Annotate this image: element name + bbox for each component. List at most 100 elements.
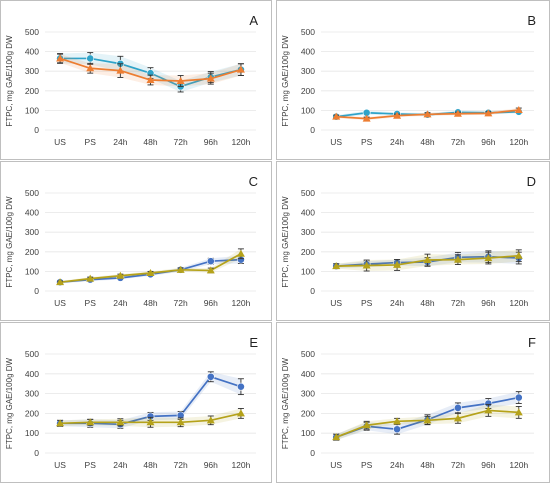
x-tick-label: PS xyxy=(361,460,373,470)
chart-panel-a: 0 100 200 300 400 500 US PS 24h 48h 72h 96h 120h FTPC… xyxy=(0,0,272,160)
y-tick-label: 0 xyxy=(34,125,39,135)
y-tick-label: 400 xyxy=(301,369,315,379)
series-2 xyxy=(56,408,245,428)
data-point xyxy=(86,64,95,72)
x-tick-label: 72h xyxy=(174,298,188,308)
y-tick-label: 0 xyxy=(310,448,315,458)
x-tick-label: 48h xyxy=(420,460,434,470)
y-axis-label: FTPC, mg GAE/100g DW xyxy=(5,196,14,288)
x-tick-label: 24h xyxy=(113,460,127,470)
x-tick-label: US xyxy=(54,298,66,308)
panel-frame xyxy=(0,0,272,160)
y-tick-label: 500 xyxy=(301,188,315,198)
data-point xyxy=(236,65,245,73)
y-tick-label: 100 xyxy=(25,266,39,276)
x-tick-label: 48h xyxy=(143,298,157,308)
data-point xyxy=(362,114,371,122)
y-tick-label: 200 xyxy=(301,408,315,418)
chart-panel-b: 0 100 200 300 400 500 US PS 24h 48h 72h 96h 120h FTPC… xyxy=(276,0,550,160)
chart-panel-c: 0 100 200 300 400 500 US PS 24h 48h 72h 96h 120h FTPC… xyxy=(0,161,272,321)
data-point xyxy=(86,274,95,282)
x-tick-label: PS xyxy=(85,460,97,470)
data-point xyxy=(206,372,215,381)
x-tick-label: 96h xyxy=(481,298,495,308)
y-tick-label: 200 xyxy=(25,247,39,257)
data-point xyxy=(206,257,215,266)
data-point xyxy=(453,109,462,117)
data-point xyxy=(514,106,523,114)
data-point xyxy=(56,54,65,62)
data-point xyxy=(86,54,95,63)
y-tick-label: 400 xyxy=(301,208,315,218)
panel-frame xyxy=(276,0,550,160)
data-point xyxy=(393,111,402,119)
x-tick-label: 72h xyxy=(451,298,465,308)
x-tick-label: 96h xyxy=(204,137,218,147)
data-point xyxy=(332,262,341,270)
data-point xyxy=(484,406,493,414)
series-2 xyxy=(332,106,523,122)
y-axis-label: FTPC, mg GAE/100g DW xyxy=(5,35,14,127)
data-point xyxy=(56,278,65,286)
x-tick-label: PS xyxy=(361,137,373,147)
panel-frame xyxy=(276,322,550,483)
y-tick-label: 400 xyxy=(25,208,39,218)
y-tick-label: 500 xyxy=(25,349,39,359)
data-point xyxy=(423,110,432,118)
y-tick-label: 400 xyxy=(25,47,39,57)
data-point xyxy=(116,66,125,74)
y-axis-label: FTPC, mg GAE/100g DW xyxy=(281,357,290,449)
data-point xyxy=(236,249,245,257)
data-point xyxy=(484,254,493,262)
y-tick-label: 300 xyxy=(25,389,39,399)
y-tick-label: 500 xyxy=(301,349,315,359)
x-tick-label: US xyxy=(54,137,66,147)
series-2 xyxy=(56,248,245,286)
data-point xyxy=(423,256,432,264)
data-point xyxy=(393,417,402,425)
data-point xyxy=(332,433,341,441)
data-point xyxy=(423,416,432,424)
y-tick-label: 100 xyxy=(25,105,39,115)
data-point xyxy=(453,255,462,263)
data-point xyxy=(176,418,185,426)
x-tick-label: 96h xyxy=(481,460,495,470)
panel-frame xyxy=(0,322,272,483)
series-2 xyxy=(332,404,523,441)
x-tick-label: 72h xyxy=(174,460,188,470)
panel-letter: B xyxy=(527,13,536,28)
data-point xyxy=(484,109,493,117)
x-tick-label: 120h xyxy=(231,137,250,147)
x-tick-label: US xyxy=(330,298,342,308)
data-point xyxy=(362,261,371,269)
chart-panel-d: 0 100 200 300 400 500 US PS 24h 48h 72h 96h 120h FTPC… xyxy=(276,161,550,321)
x-tick-label: 120h xyxy=(231,298,250,308)
y-axis-label: FTPC, mg GAE/100g DW xyxy=(281,196,290,288)
series-2 xyxy=(332,249,523,272)
x-tick-label: 120h xyxy=(509,137,528,147)
data-point xyxy=(393,260,402,268)
y-tick-label: 500 xyxy=(25,27,39,37)
x-tick-label: PS xyxy=(361,298,373,308)
y-tick-label: 300 xyxy=(301,227,315,237)
x-tick-label: PS xyxy=(85,298,97,308)
y-tick-label: 400 xyxy=(25,369,39,379)
y-tick-label: 200 xyxy=(301,86,315,96)
error-band xyxy=(60,54,241,87)
x-tick-label: 24h xyxy=(390,460,404,470)
chart-panel-f: 0 100 200 300 400 500 US PS 24h 48h 72h 96h 120h FTPC… xyxy=(276,322,550,483)
data-point xyxy=(116,418,125,426)
x-tick-label: 24h xyxy=(113,137,127,147)
y-axis-label: FTPC, mg GAE/100g DW xyxy=(281,35,290,127)
data-point xyxy=(206,416,215,424)
x-tick-label: 48h xyxy=(420,298,434,308)
y-tick-label: 500 xyxy=(25,188,39,198)
data-point xyxy=(146,418,155,426)
data-point xyxy=(206,266,215,274)
y-tick-label: 100 xyxy=(301,428,315,438)
y-tick-label: 200 xyxy=(25,408,39,418)
y-tick-label: 100 xyxy=(301,105,315,115)
x-tick-label: 72h xyxy=(174,137,188,147)
y-tick-label: 400 xyxy=(301,47,315,57)
